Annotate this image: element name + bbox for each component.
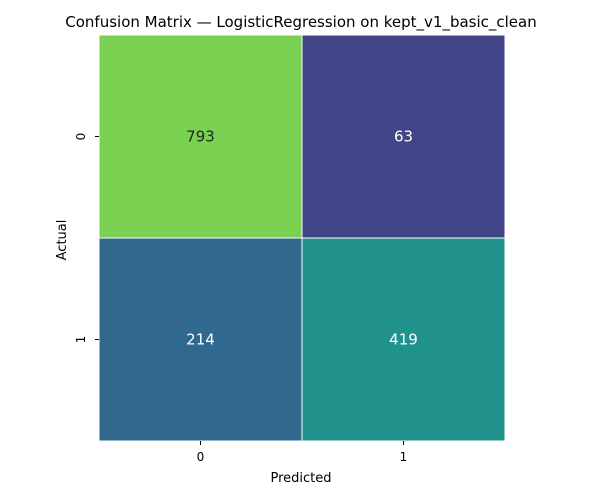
x-tick-label-0: 0 [197,450,205,464]
cell-value-label-r0-c0: 793 [186,128,215,146]
cell-value-label-r1-c1: 419 [389,331,418,349]
y-tick-label-1: 1 [74,336,88,344]
heatmap-cell-r0-c1 [301,34,506,239]
x-axis-label: Predicted [270,471,331,486]
chart-title: Confusion Matrix — LogisticRegression on… [65,13,536,32]
heatmap-cells: 793 63 214 419 [98,34,506,442]
heatmap-cell-r1-c0 [98,237,303,442]
heatmap-cell-r0-c0 [98,34,303,239]
cell-value-label-r1-c0: 214 [186,331,215,349]
y-axis-ticks: 01 [74,133,99,344]
y-tick-label-0: 0 [74,133,88,141]
y-axis-label: Actual [55,220,70,261]
heatmap-cell-r1-c1 [301,237,506,442]
x-tick-label-1: 1 [400,450,408,464]
cell-value-label-r0-c1: 63 [394,128,413,146]
